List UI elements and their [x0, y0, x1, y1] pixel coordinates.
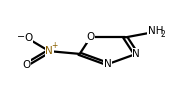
Text: 2: 2	[161, 30, 166, 39]
Text: O: O	[25, 33, 33, 43]
Text: N: N	[104, 59, 112, 69]
Text: O: O	[86, 32, 95, 42]
Text: O: O	[22, 60, 31, 70]
Text: NH: NH	[148, 26, 163, 36]
Text: N: N	[45, 46, 53, 56]
Text: N: N	[132, 49, 140, 59]
Text: −: −	[17, 32, 25, 42]
Text: +: +	[52, 41, 58, 50]
